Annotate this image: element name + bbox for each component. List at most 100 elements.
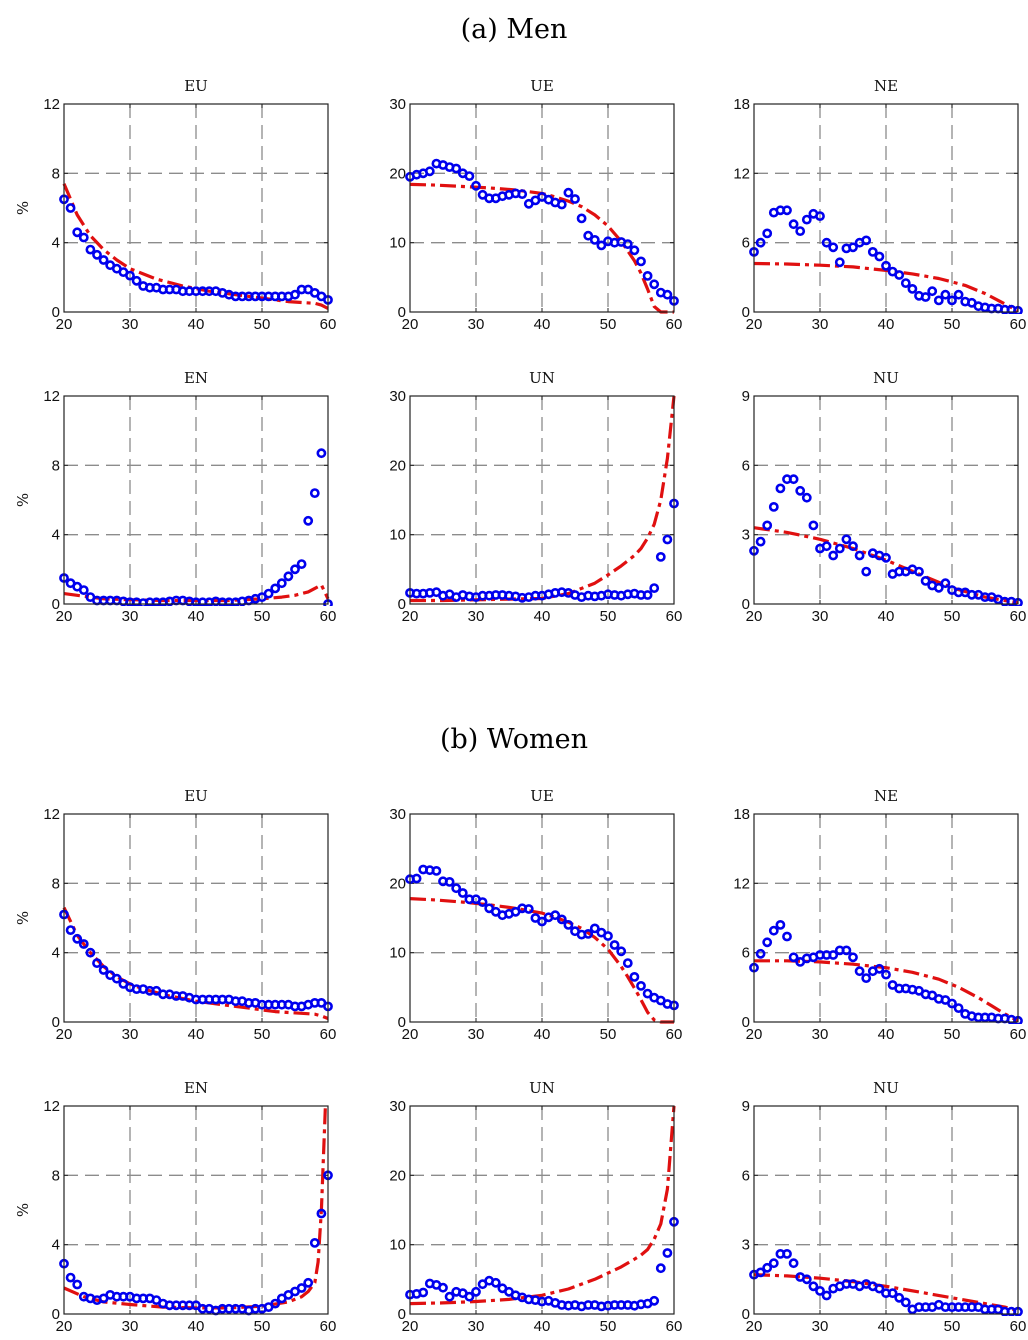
data-point — [589, 234, 600, 245]
data-point — [815, 211, 825, 221]
x-tick-label: 30 — [468, 1026, 485, 1043]
y-tick-label: 6 — [742, 945, 750, 962]
panel-title: EU — [184, 787, 208, 805]
panel-title: UE — [530, 787, 554, 805]
y-tick-label: 12 — [43, 96, 60, 113]
data-point — [72, 227, 83, 238]
data-point — [881, 260, 891, 271]
data-point — [907, 283, 918, 294]
x-tick-label: 60 — [320, 608, 337, 625]
x-tick-label: 40 — [534, 316, 551, 333]
y-tick-label: 8 — [52, 165, 60, 182]
x-tick-label: 40 — [534, 608, 551, 625]
data-point — [65, 203, 76, 213]
y-tick-label: 0 — [742, 1014, 750, 1031]
data-point — [642, 270, 653, 281]
data-point — [808, 520, 819, 531]
data-point — [85, 244, 96, 255]
data-point — [834, 543, 845, 554]
y-tick-label: 9 — [742, 1098, 750, 1115]
subplot-women-ne: 20 30 40 50 60 0 6 12 18 NE — [733, 787, 1026, 1043]
y-axis-label: % — [14, 1203, 32, 1217]
data-point — [861, 973, 872, 983]
x-tick-label: 40 — [188, 1318, 205, 1335]
section-title-women: (b) Women — [439, 724, 589, 755]
data-point — [841, 534, 852, 545]
model-line — [753, 1273, 1019, 1313]
data-point — [854, 550, 865, 561]
data-point — [596, 240, 607, 251]
data-point — [629, 972, 640, 982]
y-tick-label: 4 — [52, 235, 60, 252]
plot-frame — [409, 813, 675, 1023]
y-axis-label: % — [14, 201, 32, 215]
data-point — [537, 916, 547, 927]
data-point — [861, 235, 872, 246]
panel-title: EU — [184, 77, 208, 95]
y-tick-label: 9 — [742, 388, 750, 405]
x-tick-label: 30 — [122, 1026, 139, 1043]
x-tick-label: 50 — [254, 1318, 271, 1335]
y-tick-label: 12 — [733, 165, 750, 182]
data-point — [795, 226, 806, 236]
y-tick-label: 20 — [389, 875, 406, 892]
data-point — [589, 923, 600, 934]
data-point — [900, 278, 911, 288]
data-point — [642, 590, 653, 600]
x-tick-label: 60 — [1010, 1318, 1027, 1335]
x-tick-label: 40 — [878, 1318, 895, 1335]
data-point — [755, 948, 766, 959]
data-point — [283, 571, 294, 582]
plot-frame — [63, 813, 329, 1023]
y-tick-label: 0 — [398, 1014, 406, 1031]
data-point — [609, 940, 620, 950]
data-point — [953, 289, 964, 300]
y-tick-label: 8 — [52, 875, 60, 892]
data-point — [894, 1292, 905, 1303]
panel-title: EN — [184, 369, 208, 387]
data-point — [464, 171, 475, 181]
data-point — [303, 1277, 314, 1288]
data-point — [556, 914, 567, 925]
data-point — [622, 239, 633, 249]
data-point — [471, 180, 481, 191]
x-tick-label: 50 — [600, 1318, 617, 1335]
data-point — [655, 1263, 666, 1274]
x-tick-label: 30 — [812, 1026, 829, 1043]
data-point — [309, 488, 320, 498]
data-point — [788, 219, 799, 230]
data-point — [78, 585, 89, 595]
x-tick-label: 60 — [320, 1026, 337, 1043]
data-point — [550, 910, 561, 921]
data-point — [649, 583, 660, 593]
y-tick-label: 0 — [398, 596, 406, 613]
y-tick-label: 4 — [52, 945, 60, 962]
y-tick-label: 12 — [43, 1098, 60, 1115]
model-line — [753, 261, 1019, 313]
data-point — [72, 1279, 83, 1290]
x-tick-label: 60 — [320, 1318, 337, 1335]
y-tick-label: 12 — [43, 806, 60, 823]
plot-frame — [753, 813, 1019, 1023]
plot-frame — [753, 103, 1019, 313]
y-tick-label: 4 — [52, 1237, 60, 1254]
data-point — [309, 1238, 320, 1248]
data-point — [762, 1262, 773, 1273]
data-point — [821, 237, 832, 248]
data-point — [874, 251, 885, 262]
x-tick-label: 60 — [1010, 1026, 1027, 1043]
series-group — [749, 1249, 1023, 1316]
plot-frame — [753, 1105, 1019, 1315]
data-point — [603, 931, 613, 941]
model-line — [409, 897, 674, 1024]
data-point — [874, 1283, 885, 1294]
y-tick-label: 0 — [398, 304, 406, 321]
panel-title: NU — [873, 369, 899, 387]
data-point — [636, 256, 646, 267]
x-tick-label: 20 — [402, 1318, 419, 1335]
data-point — [451, 883, 462, 894]
y-tick-label: 0 — [52, 1014, 60, 1031]
x-tick-label: 60 — [1010, 316, 1027, 333]
data-point — [65, 1272, 76, 1283]
series-group — [59, 1105, 333, 1316]
